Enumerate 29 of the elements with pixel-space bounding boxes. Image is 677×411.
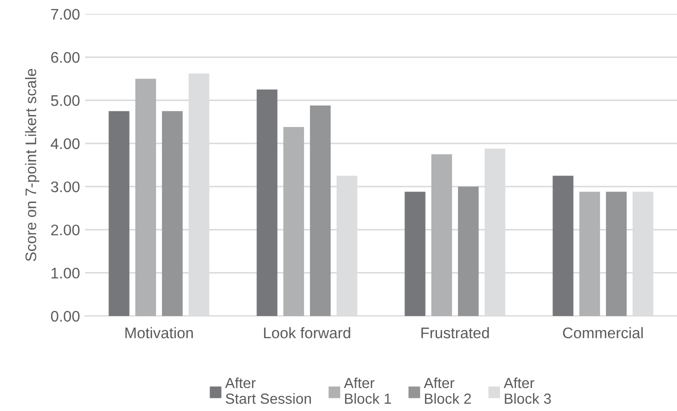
bar — [162, 111, 183, 316]
bar — [256, 90, 278, 316]
x-tick-label: Motivation — [125, 327, 193, 338]
y-tick-label: 4.00 — [50, 138, 80, 150]
bar — [431, 154, 452, 316]
y-axis-title: Score on 7-point Likert scale — [25, 68, 40, 262]
bar — [283, 127, 304, 316]
y-tick-label: 1.00 — [52, 268, 80, 279]
y-tick-label: 5.00 — [51, 95, 80, 106]
legend-label: After Block 1 — [344, 377, 391, 404]
bar — [606, 192, 627, 316]
y-tick-label: 6.00 — [51, 52, 80, 63]
bar — [310, 105, 331, 316]
bar — [552, 176, 574, 316]
bar — [108, 111, 130, 316]
y-tick-label: 2.00 — [51, 224, 80, 236]
bar — [458, 186, 479, 316]
y-tick-label: 3.00 — [50, 181, 80, 192]
bar — [135, 78, 156, 316]
bar — [404, 192, 426, 316]
x-tick-label: Frustrated — [421, 327, 489, 338]
x-tick-label: Commercial — [563, 327, 643, 338]
legend-label: After Start Session — [225, 377, 311, 404]
x-tick-label: Look forward — [264, 327, 350, 338]
y-tick-label: 0.00 — [51, 310, 80, 322]
y-tick-label: 7.00 — [51, 8, 80, 20]
legend-label: After Block 3 — [504, 377, 551, 404]
legend-label: After Block 2 — [424, 377, 471, 404]
bar — [579, 192, 600, 316]
